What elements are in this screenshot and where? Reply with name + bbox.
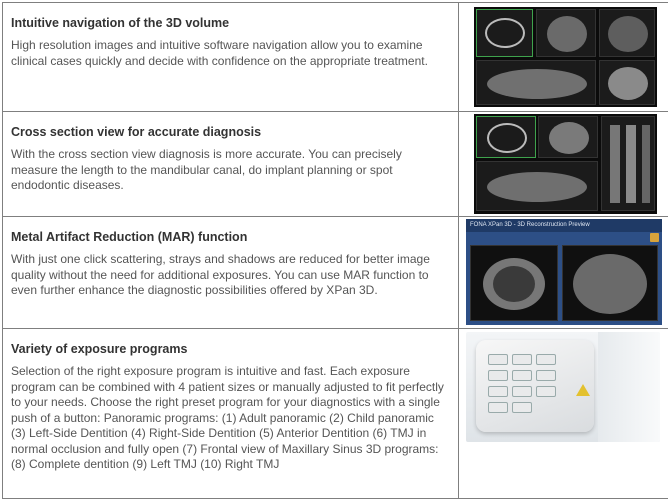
feature-text-cell: Intuitive navigation of the 3D volume Hi… (2, 2, 459, 112)
axial-view-pane (476, 116, 536, 158)
feature-description: High resolution images and intuitive sof… (11, 38, 428, 68)
mar-toggle-icon (650, 233, 659, 242)
window-title: FONA XPan 3D - 3D Reconstruction Preview (470, 222, 590, 228)
feature-image-cell (458, 2, 668, 112)
device-housing (598, 332, 660, 442)
feature-row-cross-section: Cross section view for accurate diagnosi… (2, 111, 668, 217)
feature-image-cell: FONA XPan 3D - 3D Reconstruction Preview (458, 216, 668, 329)
cross-section-screenshot (474, 114, 657, 214)
feature-row-mar: Metal Artifact Reduction (MAR) function … (2, 216, 668, 329)
feature-image-cell (458, 111, 668, 217)
feature-description: Selection of the right exposure program … (11, 364, 444, 471)
window-title-bar: FONA XPan 3D - 3D Reconstruction Preview (466, 219, 662, 232)
feature-text-cell: Variety of exposure programs Selection o… (2, 328, 459, 499)
feature-text-cell: Cross section view for accurate diagnosi… (2, 111, 459, 217)
feature-description: With the cross section view diagnosis is… (11, 147, 402, 192)
3d-render-pane (599, 60, 655, 105)
3d-render-pane (538, 116, 598, 158)
feature-title: Intuitive navigation of the 3D volume (11, 16, 230, 30)
feature-description: With just one click scattering, strays a… (11, 252, 430, 297)
feature-row-exposure-programs: Variety of exposure programs Selection o… (2, 328, 668, 499)
feature-title: Metal Artifact Reduction (MAR) function (11, 230, 248, 244)
feature-title: Variety of exposure programs (11, 342, 188, 356)
feature-text-cell: Metal Artifact Reduction (MAR) function … (2, 216, 459, 329)
axial-view-pane (476, 9, 533, 57)
feature-image-cell (458, 328, 668, 499)
sagittal-view-pane (562, 245, 658, 321)
feature-row-navigation: Intuitive navigation of the 3D volume Hi… (2, 2, 668, 112)
control-panel-photo (466, 332, 660, 442)
coronal-view-pane (599, 9, 655, 57)
ct-volume-screenshot (474, 7, 657, 107)
feature-title: Cross section view for accurate diagnosi… (11, 125, 262, 139)
axial-view-pane (470, 245, 558, 321)
radiation-warning-icon (576, 384, 590, 396)
exposure-buttons (488, 354, 556, 424)
sagittal-view-pane (536, 9, 596, 57)
panoramic-view-pane (476, 60, 596, 105)
mar-screenshot: FONA XPan 3D - 3D Reconstruction Preview (466, 219, 662, 325)
cross-section-strip-pane (601, 116, 655, 211)
panoramic-view-pane (476, 161, 598, 211)
